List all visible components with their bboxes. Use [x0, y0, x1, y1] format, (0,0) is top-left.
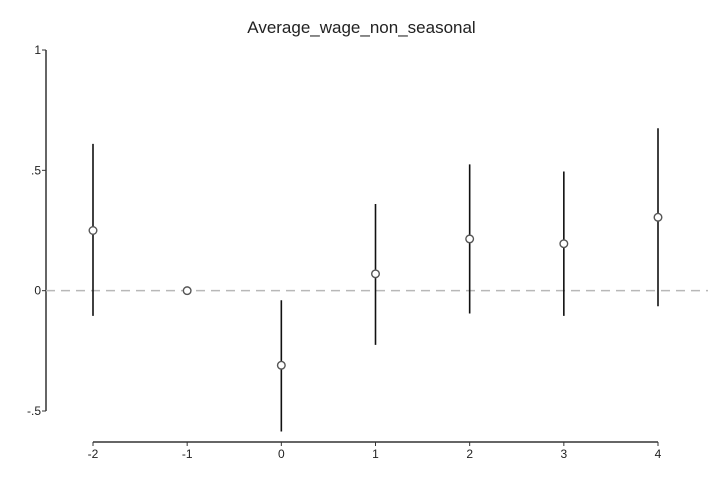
point-estimate — [465, 234, 475, 244]
x-tick-label: 4 — [655, 447, 662, 461]
y-tick-label: 1 — [34, 43, 41, 57]
chart-axes: 1 .5 0 -.5 -2 -1 0 1 2 3 4 — [27, 43, 662, 461]
point-estimate — [88, 225, 98, 235]
y-tick-label: .5 — [31, 163, 41, 177]
chart-title: Average_wage_non_seasonal — [247, 18, 476, 37]
point-estimate — [182, 286, 192, 296]
x-tick-label: 2 — [466, 447, 473, 461]
point-estimate — [559, 239, 569, 249]
x-tick-label: 1 — [372, 447, 379, 461]
y-tick-label: -.5 — [27, 404, 41, 418]
point-estimate-group — [88, 212, 663, 370]
x-tick-label: 0 — [278, 447, 285, 461]
y-tick-label: 0 — [34, 284, 41, 298]
x-tick-label: -2 — [88, 447, 99, 461]
x-tick-label: 3 — [560, 447, 567, 461]
confidence-interval-group — [92, 128, 659, 432]
point-estimate — [276, 360, 286, 370]
point-estimate — [653, 212, 663, 222]
point-estimate — [371, 269, 381, 279]
x-tick-label: -1 — [182, 447, 193, 461]
